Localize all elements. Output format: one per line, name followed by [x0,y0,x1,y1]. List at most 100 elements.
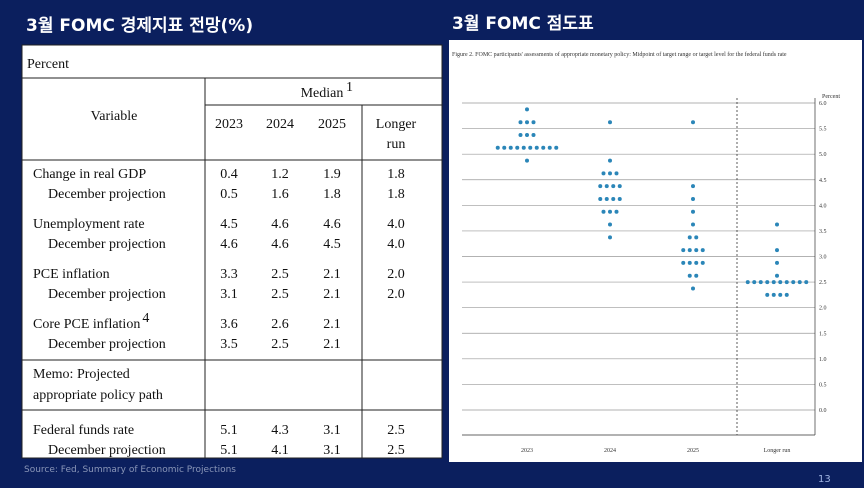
dot [525,132,529,137]
y-tick-label: 5.0 [819,152,827,158]
row-note: 4 [142,311,149,326]
dot [778,292,783,297]
table-cell: 2.5 [387,443,405,458]
page-number: 13 [818,474,831,485]
table-cell: 3.1 [323,423,341,438]
dot [775,248,779,253]
row-label: PCE inflation [33,267,110,282]
table-cell: 1.6 [271,187,289,202]
dot [687,273,692,278]
table-cell: 4.6 [220,237,238,252]
dot [608,222,612,227]
dot [691,286,695,291]
dot [554,145,559,150]
table-cell: 4.6 [323,217,341,232]
table-cell: 2.1 [323,337,341,352]
dot [694,260,699,265]
dot [518,120,523,125]
table-panel [21,44,443,459]
dot [691,184,695,189]
x-tick-label: 2023 [521,448,533,454]
y-tick-label: 1.5 [819,331,827,337]
dot [608,120,612,125]
dot [784,280,789,285]
column-header: 2025 [318,117,346,132]
dot [687,235,692,240]
dot [700,248,705,253]
dot [525,158,529,163]
dot [778,280,783,285]
y-tick-label: 5.5 [819,127,827,133]
dot [694,235,699,240]
dot [797,280,802,285]
table-cell: 2.5 [271,337,289,352]
row-label: December projection [48,443,166,458]
row-label: Unemployment rate [33,217,145,232]
y-tick-label: 0.0 [819,408,827,414]
dot [614,209,619,214]
table-cell: 2.5 [387,423,405,438]
table-cell: 4.0 [387,217,405,232]
table-cell: 1.9 [323,167,341,182]
table-cell: 2.0 [387,287,405,302]
left-heading: 3월 FOMC 경제지표 전망(%) [26,16,253,36]
dot [525,107,529,112]
dot [598,184,603,189]
table-cell: 3.1 [220,287,238,302]
dot [614,171,619,176]
dot [518,132,523,137]
dot [694,273,699,278]
dot [608,235,612,240]
dot [617,184,622,189]
dot [765,292,770,297]
table-cell: 1.2 [271,167,289,182]
table-cell: 2.6 [271,317,289,332]
table-cell: 1.8 [323,187,341,202]
row-label: Change in real GDP [33,167,146,182]
dot [547,145,552,150]
dot [691,196,695,201]
dot [784,292,789,297]
table-cell: 2.5 [271,267,289,282]
median-header: Median [301,86,344,101]
table-cell: 4.6 [271,237,289,252]
dot [495,145,500,150]
table-unit: Percent [27,57,69,72]
row-label: December projection [48,337,166,352]
table-cell: 3.3 [220,267,238,282]
table-cell: 4.3 [271,423,289,438]
table-cell: 5.1 [220,423,238,438]
median-note: 1 [346,80,353,95]
column-header: Longer run [376,117,417,152]
y-tick-label: 1.0 [819,357,827,363]
row-label: December projection [48,237,166,252]
dot [700,260,705,265]
dot [611,196,616,201]
table-cell: 4.0 [387,237,405,252]
row-label: Core PCE inflation [33,317,140,332]
table-cell: 5.1 [220,443,238,458]
dot [608,209,612,214]
dot [745,280,750,285]
y-tick-label: 6.0 [819,101,827,107]
table-cell: 4.1 [271,443,289,458]
dot [771,292,776,297]
dot [771,280,776,285]
chart-panel [449,40,862,462]
table-cell: 3.1 [323,443,341,458]
x-tick-label: 2024 [604,448,616,454]
table-cell: 0.4 [220,167,238,182]
dot [765,280,770,285]
right-heading: 3월 FOMC 점도표 [452,14,594,34]
y-axis-label: Percent [822,94,840,100]
dot [758,280,763,285]
table-cell: 3.5 [220,337,238,352]
dot [804,280,809,285]
x-tick-label: Longer run [764,448,791,454]
y-tick-label: 4.0 [819,203,827,209]
dot [604,184,609,189]
dot [541,145,546,150]
y-tick-label: 3.5 [819,229,827,235]
memo-line: Memo: Projected [33,367,130,382]
